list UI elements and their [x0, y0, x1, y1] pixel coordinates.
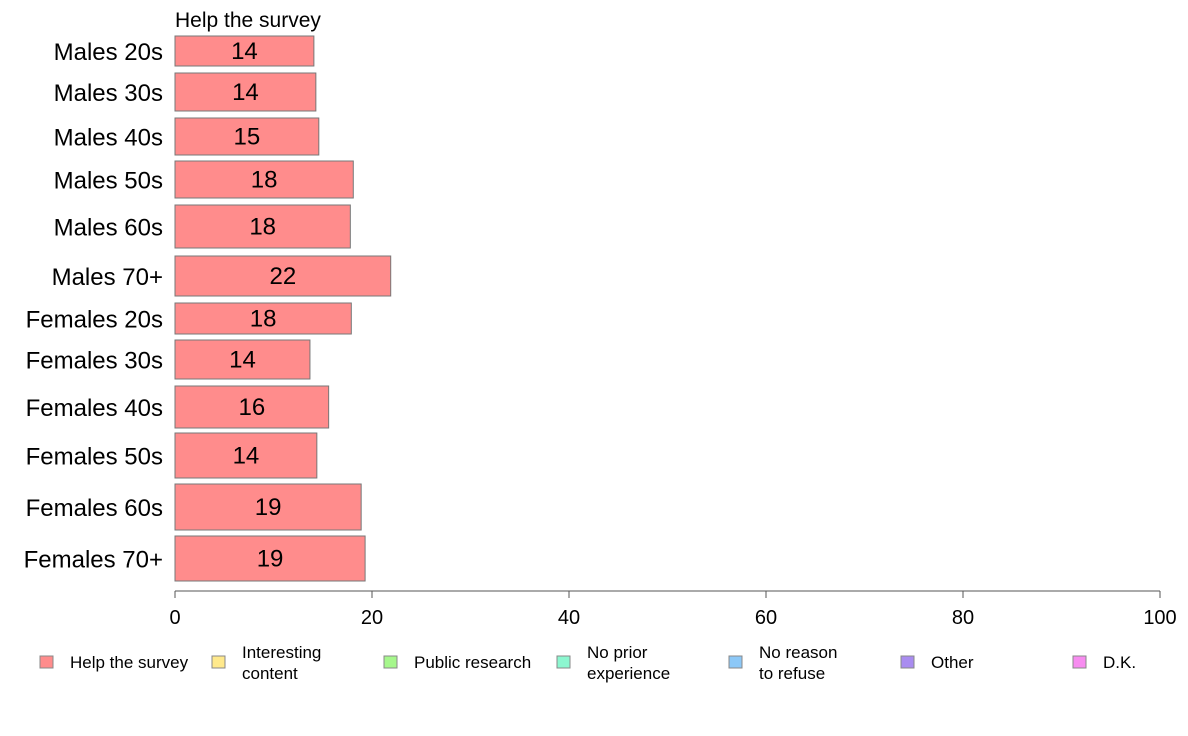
data-label: 14 [233, 443, 260, 470]
x-tick-label: 80 [952, 607, 974, 629]
legend-swatch [1072, 655, 1087, 669]
category-label: Females 30s [26, 348, 163, 375]
data-label: 14 [231, 38, 258, 65]
legend-label: No prior [587, 643, 648, 662]
legend-label: D.K. [1103, 653, 1136, 672]
x-tick-label: 100 [1143, 607, 1176, 629]
data-label: 19 [255, 494, 282, 521]
data-label: 19 [257, 546, 284, 573]
legend-swatch [728, 655, 743, 669]
bar [174, 255, 392, 297]
legend-swatch [900, 655, 915, 669]
category-label: Males 50s [54, 168, 163, 195]
x-tick-label: 60 [755, 607, 777, 629]
bar [174, 302, 352, 335]
legend: Help the survey Interesting content Public … [39, 643, 1136, 683]
category-label: Females 40s [26, 395, 163, 422]
chart-title: Help the survey [175, 9, 321, 32]
category-label: Females 70+ [24, 547, 163, 574]
category-label: Males 20s [54, 39, 163, 66]
data-label: 15 [234, 124, 261, 151]
category-label: Males 60s [54, 215, 163, 242]
legend-label: content [242, 664, 298, 683]
legend-label: Public research [414, 653, 531, 672]
bar [174, 483, 362, 531]
legend-label: to refuse [759, 664, 825, 683]
bar [174, 204, 351, 249]
data-label: 22 [270, 263, 297, 290]
x-tick-label: 0 [169, 607, 180, 629]
bar [174, 339, 311, 380]
category-label: Females 60s [26, 495, 163, 522]
bar [174, 35, 315, 67]
bar [174, 160, 354, 199]
bar [174, 535, 366, 582]
x-tick-label: 20 [361, 607, 383, 629]
category-label: Males 70+ [52, 264, 163, 291]
legend-label: Help the survey [70, 653, 189, 672]
data-label: 14 [232, 79, 259, 106]
bar [174, 432, 318, 479]
bar [174, 117, 320, 156]
legend-label: Other [931, 653, 974, 672]
category-label: Females 20s [26, 307, 163, 334]
data-label: 14 [229, 347, 256, 374]
legend-swatch [556, 655, 571, 669]
data-label: 18 [251, 167, 278, 194]
category-label: Males 30s [54, 80, 163, 107]
bar [174, 72, 317, 112]
legend-swatch [211, 655, 226, 669]
x-axis: 0 20 40 60 80 100 [169, 590, 1177, 629]
legend-label: experience [587, 664, 670, 683]
data-label: 16 [238, 394, 265, 421]
bars-group: 14 14 15 18 18 22 18 14 16 14 19 19 [174, 35, 392, 582]
legend-swatch [383, 655, 398, 669]
legend-swatch [39, 655, 54, 669]
data-label: 18 [249, 214, 276, 241]
x-tick-label: 40 [558, 607, 580, 629]
category-label: Males 40s [54, 125, 163, 152]
bar [174, 385, 330, 429]
category-labels: Males 20s Males 30s Males 40s Males 50s Male… [24, 39, 163, 574]
data-label: 18 [250, 306, 277, 333]
legend-label: No reason [759, 643, 837, 662]
category-label: Females 50s [26, 444, 163, 471]
legend-label: Interesting [242, 643, 321, 662]
